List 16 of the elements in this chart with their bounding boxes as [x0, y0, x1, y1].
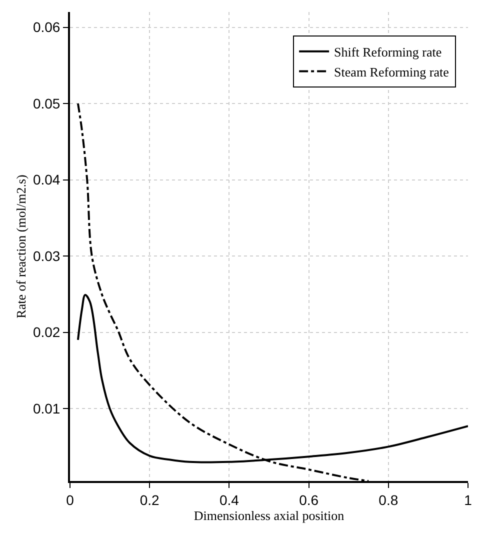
- y-tick-label: 0.04: [32, 172, 60, 188]
- x-tick-label: 0.6: [299, 492, 319, 508]
- y-tick-label: 0.06: [32, 19, 60, 36]
- x-tick-label: 0.4: [219, 492, 240, 508]
- x-tick-label: 1: [464, 492, 472, 508]
- y-axis-title: Rate of reaction (mol/m2.s): [13, 174, 28, 318]
- x-tick-label: 0.2: [140, 492, 160, 508]
- x-tick-label: 0: [66, 492, 74, 508]
- legend-label: Steam Reforming rate: [334, 64, 450, 80]
- x-tick-label: 0.8: [378, 492, 398, 508]
- y-tick-label: 0.01: [32, 400, 60, 416]
- y-tick-label: 0.03: [32, 248, 60, 264]
- y-tick-label: 0.05: [32, 95, 60, 112]
- x-axis-title: Dimensionless axial position: [194, 508, 345, 523]
- legend-label: Shift Reforming rate: [334, 44, 442, 60]
- y-tick-label: 0.02: [32, 324, 60, 340]
